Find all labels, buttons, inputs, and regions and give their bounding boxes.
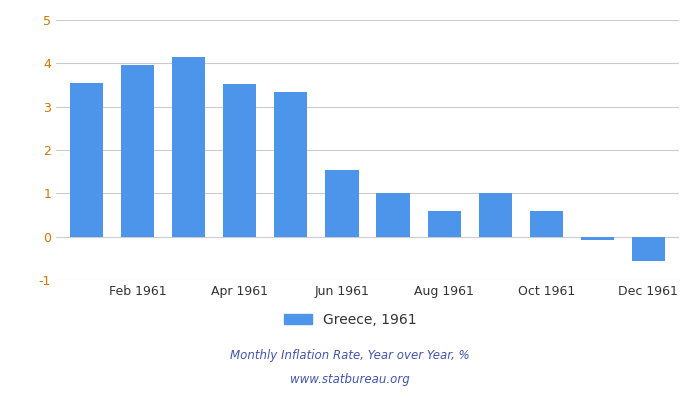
Bar xyxy=(172,57,205,237)
Bar xyxy=(70,83,103,237)
Text: Monthly Inflation Rate, Year over Year, %: Monthly Inflation Rate, Year over Year, … xyxy=(230,350,470,362)
Bar xyxy=(581,237,614,240)
Legend: Greece, 1961: Greece, 1961 xyxy=(278,307,422,332)
Bar xyxy=(632,237,665,261)
Bar xyxy=(479,193,512,237)
Bar xyxy=(223,84,256,237)
Bar xyxy=(428,211,461,237)
Bar xyxy=(530,211,563,237)
Bar xyxy=(377,193,410,237)
Bar xyxy=(326,170,358,237)
Text: www.statbureau.org: www.statbureau.org xyxy=(290,374,410,386)
Bar xyxy=(121,65,154,237)
Bar xyxy=(274,92,307,237)
